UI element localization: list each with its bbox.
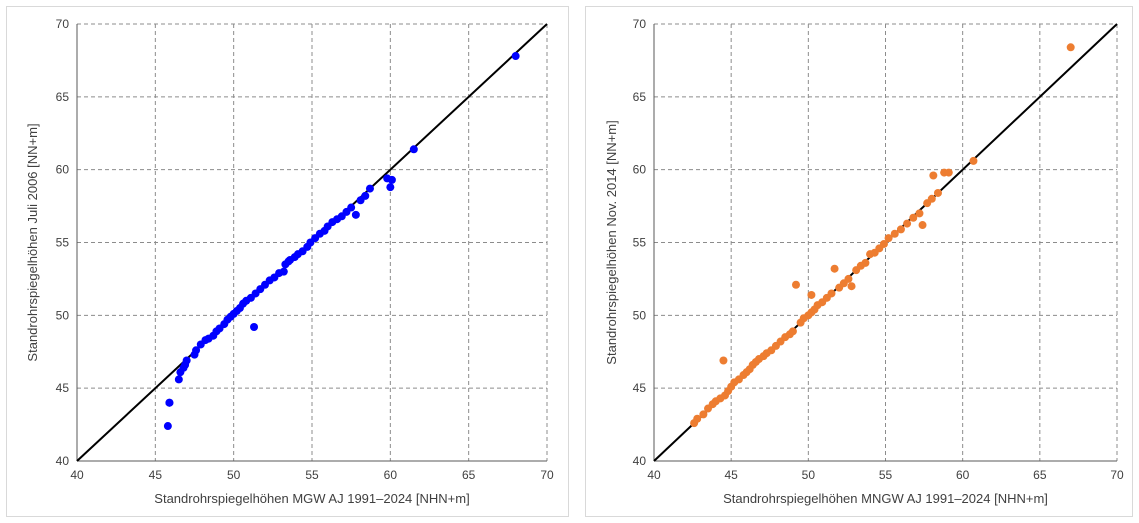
y-tick-label: 55 <box>633 236 647 250</box>
data-point <box>347 203 356 212</box>
y-tick-label: 65 <box>633 90 647 104</box>
data-point <box>386 183 395 192</box>
x-axis-label: Standrohrspiegelhöhen MGW AJ 1991–2024 [… <box>154 491 469 506</box>
y-tick-label: 70 <box>56 17 70 31</box>
data-point <box>165 398 174 407</box>
data-point <box>791 280 800 289</box>
x-tick-label: 60 <box>956 468 970 482</box>
y-tick-label: 65 <box>56 90 70 104</box>
data-point <box>884 234 893 243</box>
scatter-chart-right: 40 45 50 55 60 65 70 40 45 50 55 60 65 70 Standrohrspi… <box>604 17 1124 506</box>
data-point <box>365 184 374 193</box>
x-tick-label: 55 <box>879 468 893 482</box>
data-point <box>918 221 927 230</box>
data-point <box>1066 43 1075 52</box>
data-point <box>807 290 816 299</box>
x-tick-label: 70 <box>540 468 554 482</box>
data-point <box>915 209 924 218</box>
data-point <box>844 274 853 283</box>
x-tick-label: 50 <box>227 468 241 482</box>
data-point <box>944 168 953 177</box>
data-point <box>969 156 978 165</box>
y-tick-label: 40 <box>633 454 647 468</box>
data-point <box>693 414 702 423</box>
x-tick-label: 65 <box>462 468 476 482</box>
x-tick-label: 40 <box>70 468 84 482</box>
data-point <box>351 210 360 219</box>
data-point <box>699 410 708 419</box>
data-point <box>830 264 839 273</box>
data-point <box>933 188 942 197</box>
data-point <box>192 346 201 355</box>
data-point <box>279 267 288 276</box>
y-tick-label: 70 <box>633 17 647 31</box>
y-tick-label: 60 <box>633 163 647 177</box>
scatter-chart-left: 40 45 50 55 60 65 70 40 45 50 55 60 65 70 Standrohrspi… <box>25 17 554 506</box>
data-point <box>719 356 728 365</box>
data-point <box>861 258 870 267</box>
data-point <box>250 322 259 331</box>
data-point <box>409 145 418 154</box>
data-point <box>182 356 191 365</box>
data-point <box>890 229 899 238</box>
data-point <box>361 191 370 200</box>
y-tick-label: 45 <box>633 381 647 395</box>
x-tick-label: 60 <box>384 468 398 482</box>
y-tick-label: 55 <box>56 236 70 250</box>
chart-panel-right: 40 45 50 55 60 65 70 40 45 50 55 60 65 70 Standrohrspi… <box>585 6 1133 517</box>
data-point <box>927 194 936 203</box>
data-point <box>929 171 938 180</box>
data-point <box>788 327 797 336</box>
data-point <box>163 422 172 431</box>
data-point <box>903 219 912 228</box>
y-axis-label: Standrohrspiegelhöhen Nov. 2014 [NN+m] <box>604 120 619 364</box>
x-axis-label: Standrohrspiegelhöhen MNGW AJ 1991–2024 … <box>723 491 1048 506</box>
data-point <box>174 375 183 384</box>
y-tick-label: 50 <box>56 308 70 322</box>
y-tick-label: 50 <box>633 308 647 322</box>
x-tick-label: 65 <box>1033 468 1047 482</box>
x-tick-label: 50 <box>802 468 816 482</box>
y-tick-label: 40 <box>56 454 70 468</box>
y-tick-label: 45 <box>56 381 70 395</box>
y-tick-label: 60 <box>56 163 70 177</box>
data-point <box>847 282 856 291</box>
x-tick-label: 55 <box>305 468 319 482</box>
data-point <box>896 225 905 234</box>
data-point <box>909 213 918 222</box>
x-tick-label: 45 <box>149 468 163 482</box>
x-tick-label: 45 <box>724 468 738 482</box>
x-tick-label: 70 <box>1110 468 1124 482</box>
x-tick-label: 40 <box>647 468 661 482</box>
y-axis-label: Standrohrspiegelhöhen Juli 2006 [NN+m] <box>25 123 40 361</box>
data-point <box>827 289 836 298</box>
data-point <box>387 175 396 184</box>
data-point <box>879 239 888 248</box>
chart-panel-left: 40 45 50 55 60 65 70 40 45 50 55 60 65 70 Standrohrspi… <box>6 6 569 517</box>
data-point <box>511 52 520 61</box>
